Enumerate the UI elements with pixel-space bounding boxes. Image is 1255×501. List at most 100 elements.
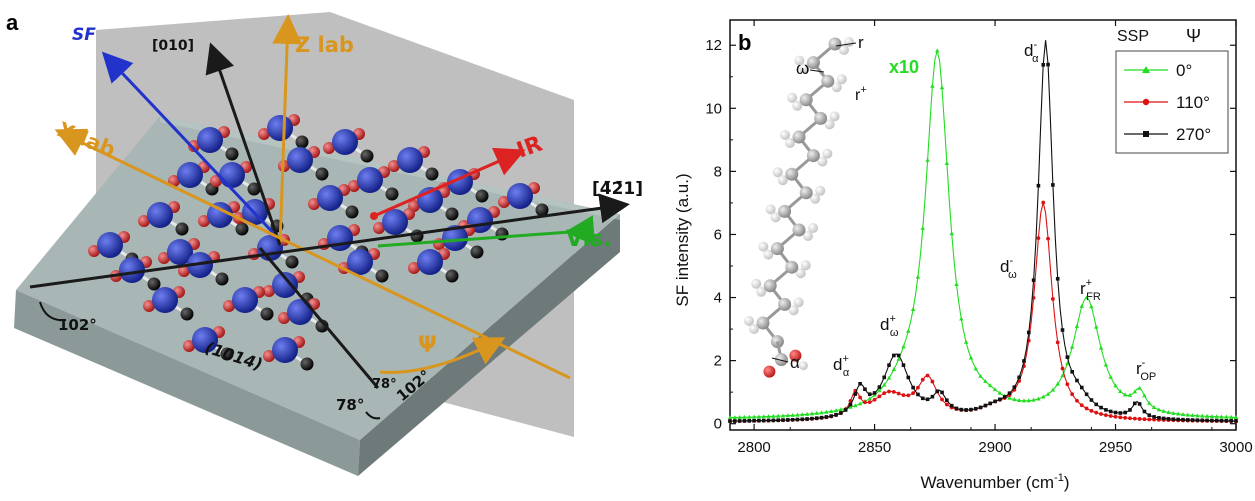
angle-left-label: 102° <box>58 316 97 334</box>
xlab-arrow <box>54 128 571 380</box>
data-point <box>887 389 891 394</box>
carbon-atom <box>147 277 161 291</box>
legend-swatch-marker <box>1143 131 1149 137</box>
mol-carbon <box>828 37 842 51</box>
mol-pointer <box>835 42 857 47</box>
mol-hydrogen <box>803 231 813 241</box>
sf-arrow <box>101 51 282 242</box>
mol-hydrogen <box>785 138 795 148</box>
mol-hydrogen <box>798 361 808 371</box>
data-point <box>1200 418 1205 423</box>
data-point <box>998 397 1002 402</box>
data-point <box>858 381 862 386</box>
mol-oxygen <box>763 365 776 378</box>
mol-hydrogen <box>794 55 805 66</box>
mol-hydrogen <box>824 119 835 130</box>
data-point <box>882 391 887 396</box>
mol-pointer <box>809 69 825 73</box>
data-point <box>1137 417 1142 421</box>
calcium-atom <box>287 299 313 325</box>
annotation-x10: x10 <box>889 57 919 77</box>
data-point <box>930 83 935 88</box>
data-point <box>1195 418 1200 422</box>
data-point <box>843 408 848 412</box>
data-point <box>814 416 819 420</box>
oxygen-atom <box>263 350 275 362</box>
data-point <box>833 408 839 413</box>
calcium-atom <box>442 225 468 251</box>
data-point <box>1055 276 1060 281</box>
mol-hydrogen <box>765 204 776 215</box>
data-point <box>896 356 901 361</box>
mol-carbon <box>799 186 813 200</box>
data-point <box>1055 381 1060 386</box>
data-point <box>1128 416 1132 421</box>
data-point <box>1089 304 1094 309</box>
calcium-atom <box>192 327 218 353</box>
data-point <box>1132 389 1137 394</box>
carbon-atom <box>470 245 484 259</box>
dir421-arrow <box>29 193 630 289</box>
mol-hydrogen <box>756 286 767 297</box>
data-point <box>1036 236 1041 241</box>
calcium-atom <box>507 183 533 209</box>
data-point <box>935 48 940 53</box>
data-point <box>742 414 747 419</box>
data-point <box>804 411 810 416</box>
data-point <box>790 417 795 422</box>
mol-carbon <box>756 316 770 330</box>
calcium-atom <box>119 257 145 283</box>
carbon-atom <box>235 222 249 236</box>
calcium-atom <box>272 337 298 363</box>
data-point <box>1151 405 1157 410</box>
data-point <box>1098 345 1104 350</box>
mol-carbon <box>792 223 806 237</box>
data-point <box>863 400 867 405</box>
mol-hydrogen <box>780 130 790 140</box>
data-point <box>1219 418 1224 423</box>
data-point <box>1224 418 1229 423</box>
calcium-atom <box>219 162 245 188</box>
data-point <box>886 375 892 380</box>
ticks-layer: 2800 2850 2900 2950 3000 0 2 4 6 8 10 12 <box>705 20 1253 456</box>
data-point <box>766 414 771 419</box>
data-point <box>920 377 925 382</box>
mol-label-alpha: α <box>790 353 800 372</box>
data-point <box>944 402 949 407</box>
calcium-atom <box>267 115 293 141</box>
data-point <box>882 382 887 387</box>
vis-label: Vis. <box>566 227 612 252</box>
data-point <box>810 416 814 421</box>
data-point <box>737 419 742 423</box>
mol-carbon <box>799 93 813 107</box>
data-point <box>954 406 959 411</box>
data-point <box>742 419 747 423</box>
data-point <box>800 412 805 417</box>
data-point <box>925 397 930 402</box>
data-point <box>910 307 916 312</box>
data-point <box>819 415 824 420</box>
y-tick-label: 12 <box>705 37 722 54</box>
data-point <box>872 397 877 402</box>
calcium-atom <box>177 162 203 188</box>
data-point <box>1046 62 1050 67</box>
data-point <box>1147 413 1152 417</box>
data-point <box>728 419 732 423</box>
data-point <box>1118 389 1123 394</box>
series-2 <box>728 40 1238 423</box>
data-point <box>1113 414 1118 419</box>
angle-arc-bottom <box>365 411 381 420</box>
data-point <box>945 398 949 403</box>
x-tick-label: 2950 <box>1099 439 1132 456</box>
mol-hydrogen <box>831 82 842 93</box>
data-point <box>1200 413 1205 418</box>
data-point <box>732 415 738 420</box>
data-point <box>1065 382 1070 387</box>
data-point <box>780 413 786 418</box>
carbon-atom <box>260 307 274 321</box>
data-point <box>747 414 752 419</box>
mol-hydrogen <box>800 260 811 271</box>
mol-hydrogen <box>749 324 759 334</box>
data-point <box>954 281 959 286</box>
oxygen-atom <box>143 300 155 312</box>
